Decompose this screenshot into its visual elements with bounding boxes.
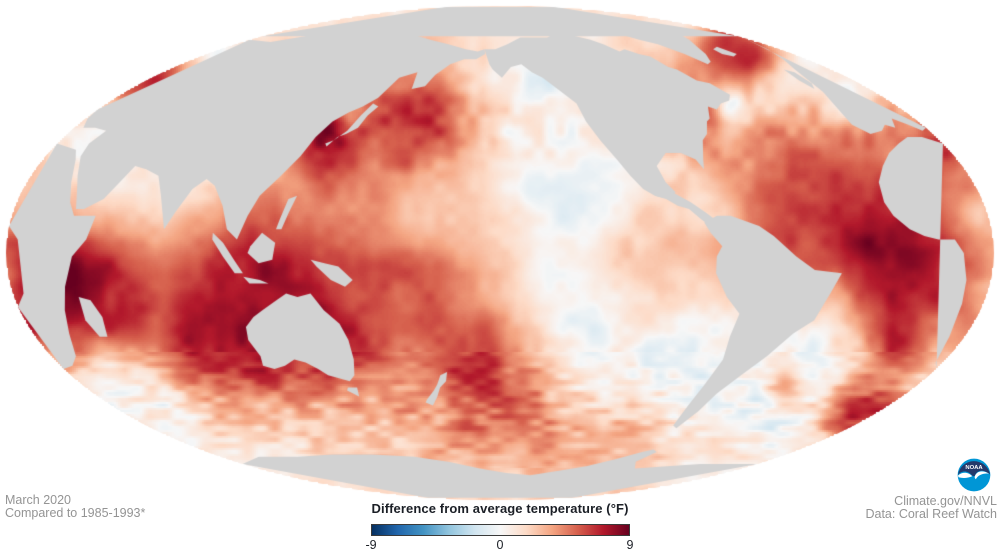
map-caption: March 2020 Compared to 1985-1993*: [5, 494, 145, 520]
caption-baseline: Compared to 1985-1993*: [5, 506, 146, 520]
colorbar-tick-max: 9: [626, 538, 634, 552]
credit-data: Data: Coral Reef Watch: [865, 507, 997, 521]
legend-title: Difference from average temperature (°F): [371, 501, 629, 516]
noaa-logo-text: NOAA: [965, 465, 983, 471]
credit-source: Climate.gov/NNVL: [894, 494, 997, 508]
credit-block: Climate.gov/NNVL Data: Coral Reef Watch: [865, 495, 997, 521]
colorbar-tick-zero: 0: [496, 538, 504, 552]
noaa-logo: NOAA: [957, 458, 991, 492]
colorbar-gradient: [371, 524, 630, 536]
caption-date: March 2020: [5, 493, 72, 507]
colorbar-tick-min: -9: [365, 538, 377, 552]
